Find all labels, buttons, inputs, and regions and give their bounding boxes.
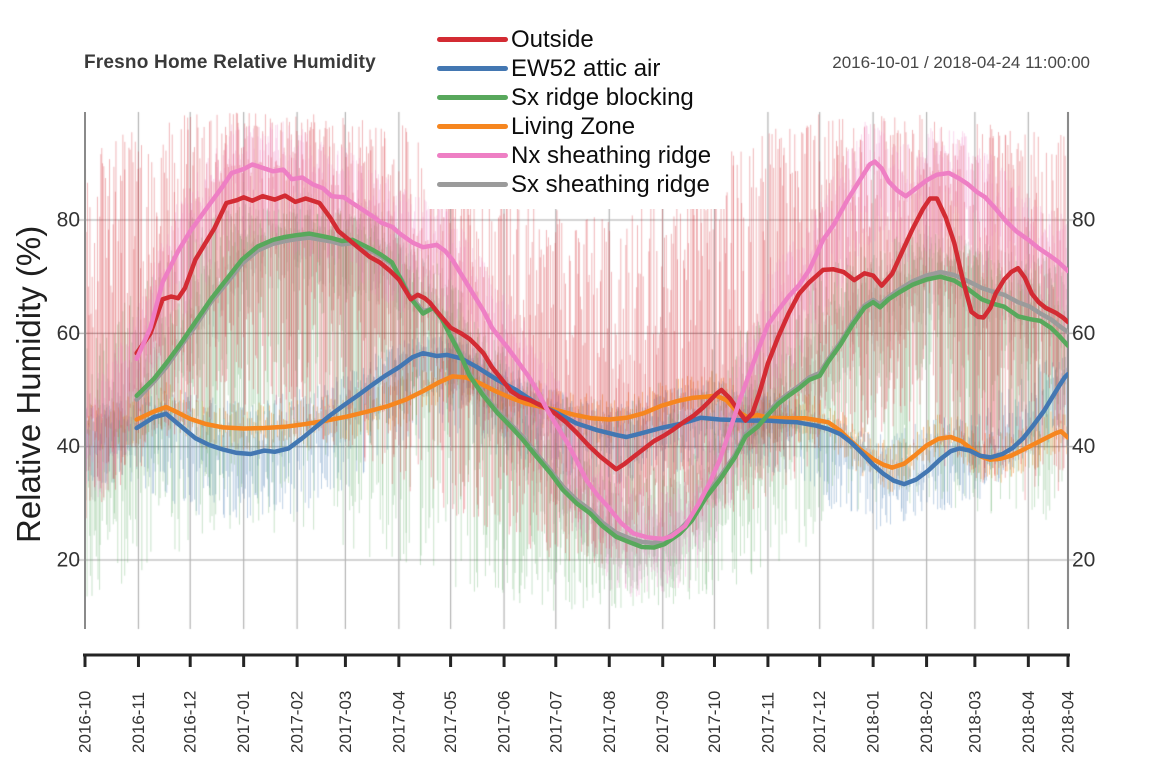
- series-line-outside: [134, 193, 1068, 472]
- x-tick-label-16: 2018-02: [917, 691, 936, 753]
- y-tick-label-right: 40: [1072, 435, 1095, 458]
- x-tick-label-4: 2017-02: [288, 691, 307, 753]
- y-tick-label-right: 80: [1072, 209, 1095, 232]
- y-tick-label-left: 60: [57, 322, 80, 345]
- legend-swatch-living-zone: [437, 124, 508, 129]
- legend-item-nx-sheathing-ridge: Nx sheathing ridge: [437, 141, 711, 170]
- y-tick-label-left: 40: [57, 435, 80, 458]
- date-range-label: 2016-10-01 / 2018-04-24 11:00:00: [832, 53, 1090, 72]
- x-tick-label-13: 2017-11: [758, 692, 777, 753]
- x-tick-label-11: 2017-09: [653, 691, 672, 753]
- x-tick-label-0: 2016-10: [76, 691, 95, 753]
- legend: Outside EW52 attic air Sx ridge blocking Li…: [429, 16, 726, 209]
- x-tick-label-19: 2018-04: [1059, 691, 1078, 753]
- x-tick-label-3: 2017-01: [234, 691, 253, 753]
- x-tick-label-6: 2017-04: [389, 691, 408, 753]
- x-tick-label-14: 2017-12: [810, 691, 829, 753]
- page-title: Fresno Home Relative Humidity: [84, 52, 376, 73]
- legend-label-sx-ridge-blocking: Sx ridge blocking: [511, 84, 694, 111]
- legend-item-outside: Outside: [437, 25, 711, 54]
- legend-swatch-outside: [437, 37, 508, 42]
- x-tick-label-7: 2017-05: [441, 691, 460, 753]
- legend-item-living-zone: Living Zone: [437, 112, 711, 141]
- x-tick-label-5: 2017-03: [336, 691, 355, 753]
- legend-item-ew52-attic-air: EW52 attic air: [437, 54, 711, 83]
- legend-swatch-sx-sheathing-ridge: [437, 182, 508, 187]
- series-line-ew52-attic-air: [134, 350, 1068, 487]
- x-tick-label-18: 2018-04: [1019, 691, 1038, 753]
- legend-swatch-sx-ridge-blocking: [437, 95, 508, 100]
- x-tick-label-1: 2016-11: [129, 692, 148, 753]
- legend-label-outside: Outside: [511, 26, 594, 53]
- x-tick-label-9: 2017-07: [546, 691, 565, 753]
- legend-swatch-ew52-attic-air: [437, 66, 508, 71]
- y-tick-label-left: 80: [57, 209, 80, 232]
- legend-label-living-zone: Living Zone: [511, 113, 636, 140]
- legend-label-nx-sheathing-ridge: Nx sheathing ridge: [511, 142, 712, 169]
- legend-swatch-nx-sheathing-ridge: [437, 153, 508, 158]
- x-tick-label-10: 2017-08: [600, 691, 619, 753]
- series-line-nx-sheathing-ridge: [134, 159, 1068, 542]
- series-line-living-zone: [134, 374, 1068, 470]
- y-tick-label-right: 20: [1072, 549, 1095, 572]
- x-tick-label-17: 2018-03: [965, 691, 984, 753]
- y-tick-label-right: 60: [1072, 322, 1095, 345]
- y-tick-label-left: 20: [57, 549, 80, 572]
- x-tick-label-12: 2017-10: [705, 691, 724, 753]
- legend-item-sx-sheathing-ridge: Sx sheathing ridge: [437, 170, 711, 199]
- y-axis-title: Relative Humidity (%): [10, 225, 47, 543]
- series-line-sx-sheathing-ridge: [134, 235, 1068, 546]
- x-tick-label-2: 2016-12: [181, 691, 200, 753]
- legend-item-sx-ridge-blocking: Sx ridge blocking: [437, 83, 711, 112]
- legend-label-ew52-attic-air: EW52 attic air: [511, 55, 661, 82]
- x-tick-label-15: 2018-01: [864, 691, 883, 753]
- legend-label-sx-sheathing-ridge: Sx sheathing ridge: [511, 171, 710, 198]
- x-tick-label-8: 2017-06: [495, 691, 514, 753]
- series-line-sx-ridge-blocking: [134, 231, 1068, 550]
